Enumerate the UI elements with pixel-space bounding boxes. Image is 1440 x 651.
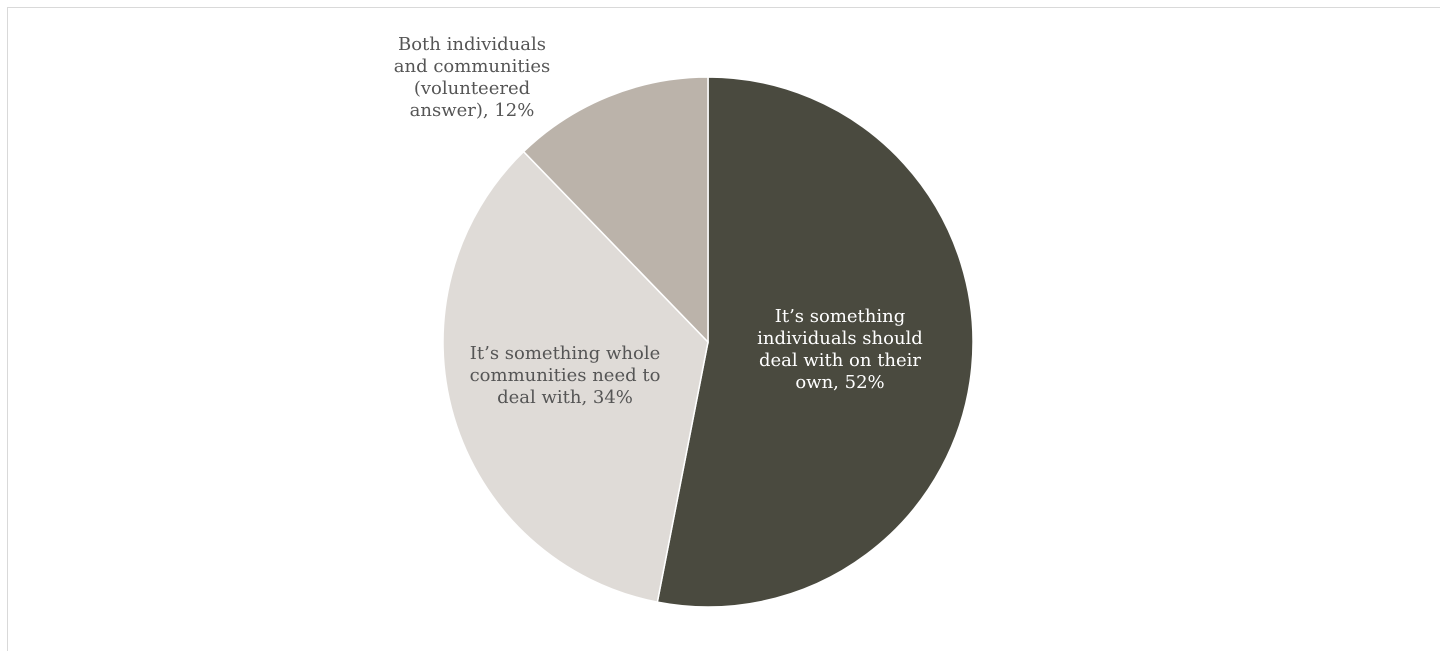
slice-label-line: It’s something [775, 306, 906, 327]
slice-label-line: and communities [394, 56, 550, 77]
slice-label-line: deal with, 34% [497, 387, 633, 408]
slice-label-line: Both individuals [398, 34, 546, 55]
slice-label-line: (volunteered [414, 78, 530, 99]
pie-labels: It’s something individuals should deal wit… [394, 34, 923, 408]
slice-label-3: Both individuals and communities (voluntee… [394, 34, 550, 121]
pie-slice-3 [522, 76, 709, 344]
pie-slices [442, 76, 974, 608]
slice-label-line: It’s something whole [470, 343, 661, 364]
pie-slice-2 [442, 150, 709, 603]
slice-label-line: communities need to [470, 365, 661, 386]
slice-label-line: answer), 12% [410, 100, 535, 121]
slice-label-line: individuals should [757, 328, 923, 349]
slice-label-2: It’s something whole communities need to d… [470, 343, 661, 408]
pie-slice-1 [656, 76, 974, 608]
slice-label-line: own, 52% [795, 372, 884, 393]
slice-label-line: deal with on their [759, 350, 921, 371]
slice-label-1: It’s something individuals should deal wit… [757, 306, 923, 393]
